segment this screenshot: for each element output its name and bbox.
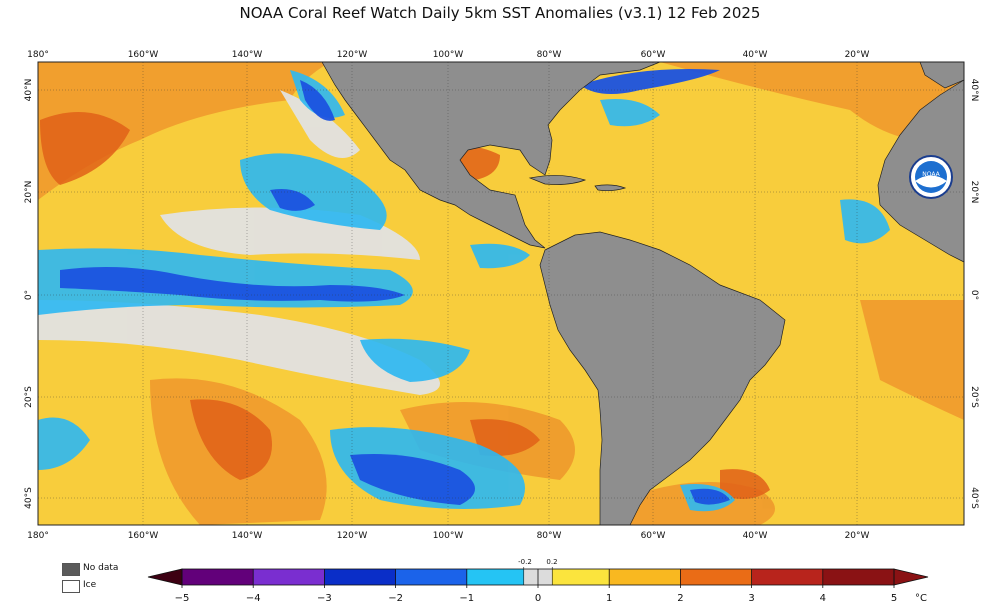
lon-label-20w: 20°W (845, 50, 870, 60)
colorbar-tick-label: −4 (246, 593, 261, 604)
ice-label: Ice (83, 580, 97, 590)
colorbar-segment (324, 569, 396, 585)
colorbar-tick-label: −1 (459, 593, 474, 604)
lat-label-20n-right: 20°N (969, 181, 979, 204)
lat-label-40s: 40°S (24, 487, 34, 509)
colorbar-high-arrow (893, 568, 929, 586)
lon-label-100w: 100°W (433, 50, 464, 60)
lat-label-20s-right: 20°S (969, 386, 979, 408)
lat-label-20n: 20°N (24, 181, 34, 204)
lon-label-40w: 40°W (743, 50, 768, 60)
colorbar-segment (609, 569, 681, 585)
lon-label-180-bottom: 180° (27, 531, 49, 541)
colorbar-tick-label: 0 (535, 593, 541, 604)
colorbar-tick-label: 1 (606, 593, 612, 604)
lon-label-20w-bottom: 20°W (845, 531, 870, 541)
colorbar-tick-label: 5 (891, 593, 897, 604)
lon-label-180: 180° (27, 50, 49, 60)
noaa-logo-text: NOAA (922, 171, 940, 178)
map-title: NOAA Coral Reef Watch Daily 5km SST Anom… (239, 4, 761, 22)
colorbar-segments (182, 569, 894, 585)
colorbar-segment (751, 569, 823, 585)
lon-label-60w: 60°W (641, 50, 666, 60)
lon-label-120w-bottom: 120°W (337, 531, 368, 541)
lat-label-40s-right: 40°S (969, 487, 979, 509)
lat-labels-right: 40°N 20°N 0° 20°S 40°S (969, 79, 979, 509)
colorbar-tick-label: 3 (748, 593, 754, 604)
north-america-landmass (321, 61, 661, 249)
colorbar-tick-label: −5 (175, 593, 190, 604)
colorbar-segment (680, 569, 752, 585)
noaa-logo: NOAA (909, 155, 953, 199)
colorbar-low-arrow (147, 568, 183, 586)
lon-label-160w: 160°W (128, 50, 159, 60)
lon-label-60w-bottom: 60°W (641, 531, 666, 541)
ice-swatch (62, 580, 80, 593)
map-frame (37, 61, 965, 526)
south-america-landmass (539, 231, 786, 526)
colorbar-segment (253, 569, 325, 585)
graticule-lines (38, 62, 964, 525)
no-data-swatch (62, 563, 80, 576)
colorbar-segment (466, 569, 524, 585)
colorbar: −5 −4 −3 −2 −1 0 1 2 3 4 5 -0.2 0.2 °C (147, 558, 929, 604)
lon-labels-top: 180° 160°W 140°W 120°W 100°W 80°W 60°W 4… (27, 50, 869, 60)
cold-anomaly-regions (60, 69, 730, 505)
lon-label-100w-bottom: 100°W (433, 531, 464, 541)
lat-label-40n-right: 40°N (969, 79, 979, 102)
colorbar-segment (395, 569, 467, 585)
colorbar-unit: °C (915, 593, 927, 604)
lon-label-80w: 80°W (537, 50, 562, 60)
lon-label-140w-bottom: 140°W (232, 531, 263, 541)
land-masses (321, 61, 965, 526)
lat-label-40n: 40°N (24, 79, 34, 102)
lon-label-80w-bottom: 80°W (537, 531, 562, 541)
hot-anomaly-regions (40, 112, 770, 499)
colorbar-small-tick-neg: -0.2 (518, 558, 532, 566)
colorbar-tick-label: 2 (677, 593, 683, 604)
colorbar-segment (822, 569, 894, 585)
no-data-label: No data (83, 563, 119, 573)
colorbar-tick-label: −3 (317, 593, 332, 604)
lon-label-160w-bottom: 160°W (128, 531, 159, 541)
colorbar-tick-label: 4 (820, 593, 826, 604)
colorbar-small-tick-pos: 0.2 (546, 558, 557, 566)
lon-label-140w: 140°W (232, 50, 263, 60)
colorbar-segment (182, 569, 254, 585)
colorbar-ticks: −5 −4 −3 −2 −1 0 1 2 3 4 5 (175, 567, 897, 604)
hispaniola-island (594, 184, 627, 192)
lon-label-120w: 120°W (337, 50, 368, 60)
lat-labels-left: 40°N 20°N 0° 20°S 40°S (24, 79, 34, 509)
lon-label-40w-bottom: 40°W (743, 531, 768, 541)
cuba-island (528, 175, 587, 185)
colorbar-tick-label: −2 (388, 593, 403, 604)
lon-labels-bottom: 180° 160°W 140°W 120°W 100°W 80°W 60°W 4… (27, 531, 869, 541)
neutral-anomaly-regions (38, 90, 440, 395)
colorbar-segment (552, 569, 610, 585)
lat-label-20s: 20°S (24, 386, 34, 408)
lat-label-0-right: 0° (969, 290, 979, 300)
lat-label-0: 0° (24, 290, 34, 300)
